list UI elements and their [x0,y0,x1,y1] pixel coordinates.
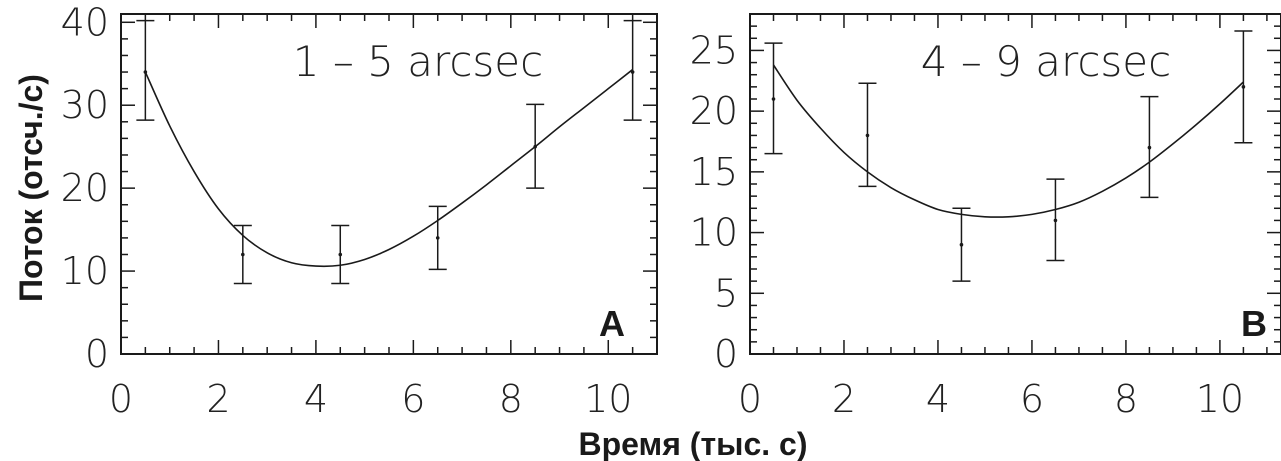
data-point [865,133,870,138]
panel-b: 0 2 4 6 8 10 0 5 10 15 20 25 4 – 9 arcsec B [690,13,1281,421]
data-point [143,70,148,74]
y-tick-label: 15 [690,150,738,194]
panel-letter: A [599,303,625,344]
fit-curve [144,68,634,268]
x-tick-label: 10 [1196,377,1244,421]
panel-a: 0 2 4 6 8 10 0 10 20 30 40 1 – 5 arcsec A [61,0,658,421]
y-tick-label: 5 [714,271,738,315]
data-point [630,70,635,74]
y-axis-label: Поток (отсч./с) [13,74,49,302]
y-tick-label: 0 [85,332,109,376]
data-point [533,144,537,149]
y-tick-label: 10 [61,249,109,293]
data-point [771,97,776,101]
y-tick-label: 20 [61,166,109,210]
y-tick-label: 40 [61,0,109,44]
x-tick-label: 6 [401,377,425,421]
x-tick-label: 8 [499,377,523,421]
panel-letter: B [1241,303,1267,344]
y-tick-label: 20 [690,89,738,133]
data-point [1147,145,1152,150]
y-tick-label: 10 [690,211,738,255]
x-axis-label: Время (тыс. с) [579,426,808,461]
y-tick-label: 30 [61,83,109,127]
panel-title: 1 – 5 arcsec [293,37,543,86]
y-tick-label: 25 [690,28,738,72]
data-point [338,252,343,257]
x-tick-label: 2 [832,377,856,421]
x-tick-label: 4 [926,377,950,421]
panel-title: 4 – 9 arcsec [921,37,1171,86]
x-tick-label: 2 [206,377,230,421]
x-tick-label: 0 [109,377,133,421]
data-point [1241,85,1246,89]
data-point [959,242,964,247]
data-point [241,252,245,257]
x-tick-label: 4 [304,377,328,421]
data-point [1053,218,1058,223]
data-point [435,236,440,240]
y-tick-label: 0 [714,332,738,376]
x-tick-label: 0 [738,377,762,421]
fit-curve [772,64,1244,218]
x-tick-label: 8 [1114,377,1138,421]
x-tick-label: 6 [1020,377,1044,421]
x-tick-label: 10 [584,377,632,421]
